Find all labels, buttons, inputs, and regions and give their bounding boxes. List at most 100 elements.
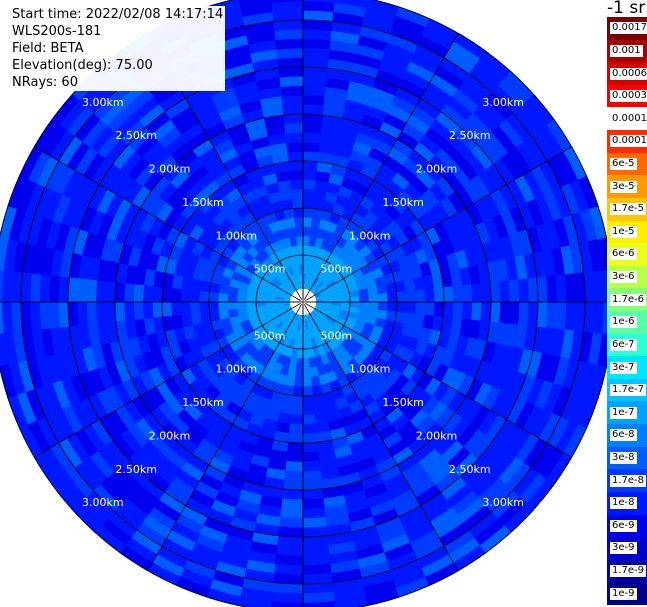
range-gate-cell xyxy=(267,133,287,146)
range-gate-cell xyxy=(303,75,328,88)
range-gate-cell xyxy=(330,294,341,300)
range-gate-cell xyxy=(297,273,302,284)
range-gate-cell xyxy=(313,308,320,314)
range-gate-cell xyxy=(354,319,367,330)
range-gate-cell xyxy=(369,499,395,518)
range-gate-cell xyxy=(221,325,235,337)
range-gate-cell xyxy=(324,191,339,204)
range-gate-cell xyxy=(441,140,465,165)
range-gate-cell xyxy=(459,266,472,286)
range-gate-cell xyxy=(132,95,161,121)
range-gate-cell xyxy=(265,467,286,481)
range-gate-cell xyxy=(477,320,491,342)
range-gate-cell xyxy=(343,489,368,505)
range-gate-cell xyxy=(273,382,286,395)
range-gate-cell xyxy=(35,216,53,248)
range-gate-cell xyxy=(432,202,451,223)
range-gate-cell xyxy=(413,313,426,328)
range-gate-cell xyxy=(312,309,319,315)
range-gate-cell xyxy=(270,591,303,604)
range-gate-cell xyxy=(87,368,106,394)
range-gate-cell xyxy=(205,587,241,606)
range-gate-cell xyxy=(352,140,373,157)
range-gate-cell xyxy=(150,175,171,197)
range-gate-cell xyxy=(218,309,230,320)
range-gate-cell xyxy=(208,291,219,302)
range-gate-cell xyxy=(198,524,228,544)
range-gate-cell xyxy=(197,438,219,458)
range-gate-cell xyxy=(94,524,127,554)
range-gate-cell xyxy=(498,78,528,108)
range-gate-cell xyxy=(288,160,304,172)
range-gate-cell xyxy=(340,339,353,352)
range-gate-cell xyxy=(391,172,411,191)
range-gate-cell xyxy=(24,388,46,421)
range-gate-cell xyxy=(148,433,171,457)
range-gate-cell xyxy=(318,258,327,270)
reflectivity-cells xyxy=(0,0,607,607)
range-gate-cell xyxy=(485,92,514,121)
range-gate-cell xyxy=(327,541,356,556)
range-gate-cell xyxy=(357,465,380,482)
range-gate-cell xyxy=(444,49,476,75)
range-gate-cell xyxy=(471,302,483,322)
range-gate-cell xyxy=(518,473,547,505)
range-gate-cell xyxy=(255,296,266,302)
range-gate-cell xyxy=(33,385,54,417)
range-gate-cell xyxy=(416,355,433,374)
range-gate-cell xyxy=(162,272,175,289)
range-gate-cell xyxy=(323,362,334,375)
range-gate-cell xyxy=(374,195,392,212)
range-gate-cell xyxy=(81,346,98,372)
range-gate-cell xyxy=(135,162,157,186)
range-gate-cell xyxy=(340,302,351,308)
range-gate-cell xyxy=(424,562,459,587)
range-gate-cell xyxy=(232,358,247,373)
range-gate-cell xyxy=(211,377,228,394)
range-gate-cell xyxy=(420,89,448,113)
range-gate-cell xyxy=(27,150,52,184)
range-gate-cell xyxy=(17,210,36,244)
range-gate-cell xyxy=(283,256,292,268)
range-gate-cell xyxy=(237,439,257,455)
range-gate-cell xyxy=(272,9,305,22)
range-gate-cell xyxy=(429,73,459,98)
field-text: Field: BETA xyxy=(12,41,84,56)
range-gate-cell xyxy=(526,94,556,127)
range-gate-cell xyxy=(57,301,70,328)
range-gate-cell xyxy=(322,391,336,404)
range-gate-cell xyxy=(536,276,549,303)
range-gate-cell xyxy=(261,320,273,330)
range-gate-cell xyxy=(169,414,190,436)
range-gate-cell xyxy=(472,106,500,133)
range-gate-cell xyxy=(307,314,311,321)
range-gate-cell xyxy=(123,224,141,247)
range-gate-cell xyxy=(328,286,340,294)
range-gate-cell xyxy=(351,62,380,79)
range-gate-cell xyxy=(314,412,329,425)
range-gate-cell xyxy=(435,175,456,198)
range-gate-cell xyxy=(303,9,335,22)
range-gate-cell xyxy=(409,408,430,429)
range-gate-cell xyxy=(303,104,325,116)
range-gate-cell xyxy=(333,224,346,237)
range-gate-cell xyxy=(155,427,178,450)
range-gate-cell xyxy=(170,301,182,316)
range-gate-cell xyxy=(307,245,316,257)
range-gate-cell xyxy=(291,319,298,330)
range-gate-cell xyxy=(486,260,500,284)
range-gate-cell xyxy=(405,521,435,544)
range-gate-cell xyxy=(310,375,321,387)
range-gate-cell xyxy=(222,431,242,449)
range-gate-cell xyxy=(189,95,216,115)
range-gate-cell xyxy=(506,179,528,208)
range-gate-cell xyxy=(218,217,235,233)
colorbar-tick-label: 1.7e-5 xyxy=(610,203,647,216)
range-gate-cell xyxy=(136,521,167,547)
range-gate-cell xyxy=(36,155,60,188)
range-gate-cell xyxy=(311,207,323,220)
range-gate-cell xyxy=(172,389,192,410)
range-gate-cell xyxy=(484,131,510,160)
range-gate-cell xyxy=(274,554,303,566)
range-gate-cell xyxy=(0,363,17,398)
